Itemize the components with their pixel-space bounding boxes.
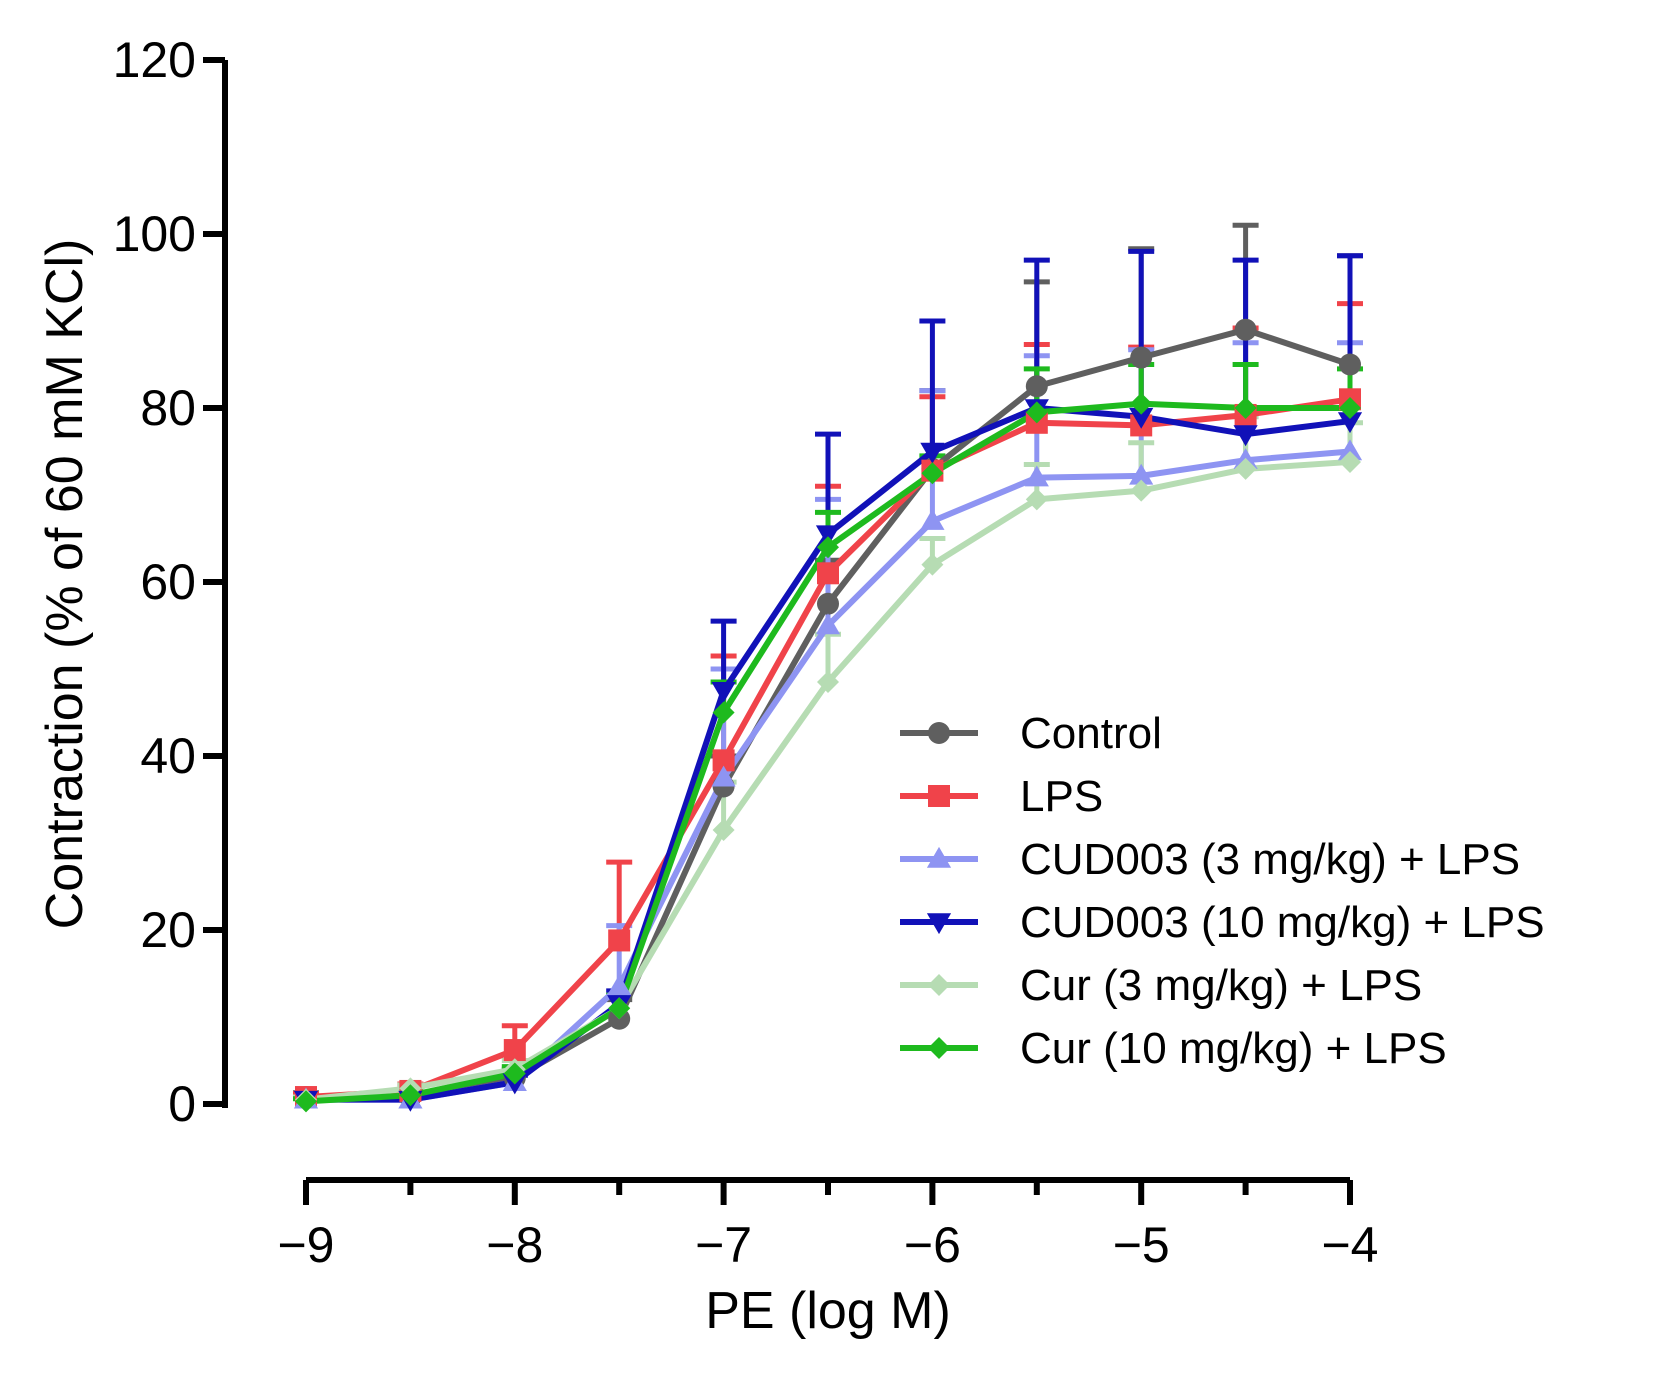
data-point — [1025, 401, 1048, 424]
data-point — [1234, 318, 1257, 341]
data-point — [399, 1084, 422, 1107]
data-point — [1025, 488, 1048, 511]
x-tick-label: −8 — [486, 1217, 543, 1273]
data-point — [1024, 465, 1049, 487]
data-point — [712, 818, 735, 841]
data-point — [503, 1062, 526, 1085]
legend-item: CUD003 (3 mg/kg) + LPS — [900, 835, 1520, 884]
y-ticks: 0 20 40 60 80 100 120 — [113, 32, 225, 1132]
y-tick-label: 80 — [140, 380, 196, 436]
data-point — [817, 671, 839, 694]
x-tick-label: −5 — [1113, 1217, 1170, 1273]
legend-swatch-marker — [928, 785, 950, 807]
data-point — [712, 701, 735, 724]
legend-label: LPS — [1020, 772, 1103, 821]
legend-item: Cur (3 mg/kg) + LPS — [900, 961, 1422, 1010]
legend: Control LPS CUD003 (3 mg/kg) + LPS CUD003 (… — [900, 709, 1545, 1073]
data-point — [1234, 457, 1257, 480]
data-point — [1130, 479, 1153, 502]
data-point — [921, 553, 944, 576]
data-point — [295, 1090, 317, 1113]
x-tick-label: −4 — [1321, 1217, 1378, 1273]
x-tick-label: −9 — [277, 1217, 334, 1273]
y-tick-label: 60 — [140, 554, 196, 610]
x-tick-label: −6 — [904, 1217, 961, 1273]
legend-item: LPS — [900, 772, 1103, 821]
x-axis-title: PE (log M) — [705, 1282, 951, 1340]
data-point — [503, 1039, 526, 1062]
data-point — [815, 525, 841, 547]
legend-item: Cur (10 mg/kg) + LPS — [900, 1024, 1447, 1073]
data-point — [817, 536, 839, 559]
data-point — [1130, 392, 1153, 415]
series-markers — [293, 318, 1363, 1113]
data-point — [920, 442, 945, 464]
data-point — [712, 749, 735, 772]
data-point — [921, 462, 944, 485]
data-point — [711, 765, 736, 787]
y-axis: 0 20 40 60 80 100 120 — [113, 32, 228, 1132]
legend-swatch-marker — [926, 913, 952, 935]
data-point — [608, 929, 631, 952]
data-point — [1339, 397, 1361, 419]
data-point — [1234, 397, 1257, 419]
y-tick-label: 20 — [140, 902, 196, 958]
data-point — [1025, 375, 1048, 398]
x-tick-label: −7 — [695, 1217, 752, 1273]
data-point — [817, 592, 839, 615]
legend-label: CUD003 (10 mg/kg) + LPS — [1020, 898, 1545, 947]
x-axis: −9 −8 −7 −6 −5 −4 — [277, 1177, 1379, 1273]
data-point — [815, 613, 841, 635]
data-point — [607, 974, 632, 996]
y-tick-label: 0 — [168, 1076, 196, 1132]
legend-swatch-marker — [928, 974, 950, 996]
legend-label: Cur (3 mg/kg) + LPS — [1020, 961, 1422, 1010]
y-tick-label: 40 — [140, 728, 196, 784]
data-point — [1129, 463, 1154, 485]
legend-label: CUD003 (3 mg/kg) + LPS — [1020, 835, 1520, 884]
data-point — [1339, 450, 1361, 473]
legend-item: CUD003 (10 mg/kg) + LPS — [900, 898, 1545, 947]
y-tick-label: 100 — [113, 206, 196, 262]
legend-swatch-marker — [928, 722, 950, 744]
data-point — [1337, 439, 1363, 461]
data-point — [1337, 412, 1363, 434]
data-point — [608, 997, 631, 1020]
data-point — [1130, 346, 1153, 369]
data-point — [711, 681, 736, 703]
data-point — [920, 509, 945, 530]
data-point — [1129, 407, 1154, 429]
legend-item: Control — [900, 709, 1162, 758]
data-point — [1339, 353, 1361, 376]
data-point — [1233, 425, 1258, 447]
legend-label: Control — [1020, 709, 1162, 758]
legend-swatch-marker — [926, 846, 952, 868]
x-ticks: −9 −8 −7 −6 −5 −4 — [277, 1180, 1379, 1273]
legend-label: Cur (10 mg/kg) + LPS — [1020, 1024, 1447, 1073]
legend-swatch-marker — [928, 1037, 950, 1059]
y-axis-title: Contraction (% of 60 mM KCl) — [36, 239, 94, 930]
data-point — [817, 562, 839, 585]
y-tick-label: 120 — [113, 32, 196, 88]
